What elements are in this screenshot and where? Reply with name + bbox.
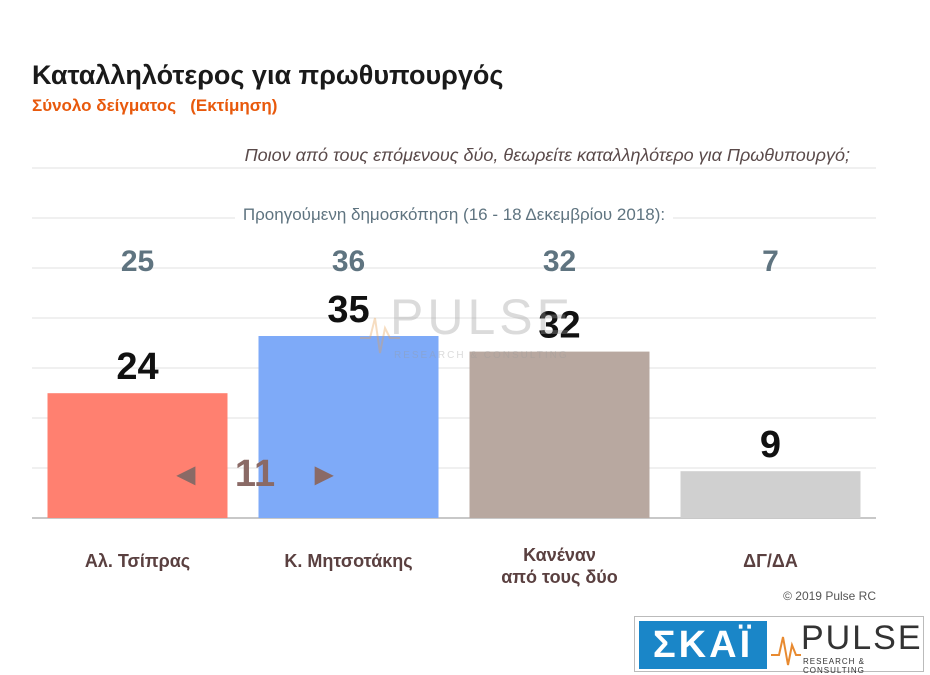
data-label-3: 9	[760, 424, 781, 466]
skai-logo: ΣΚΑΪ	[639, 621, 767, 669]
category-label-1: Κ. Μητσοτάκης	[284, 551, 413, 571]
pulse-logo: PULSE	[801, 619, 923, 657]
pulse-logo-tagline: RESEARCH & CONSULTING	[803, 657, 866, 675]
category-label-2: Κανέναν από τους δύο	[501, 545, 618, 587]
previous-value-1: 36	[331, 245, 366, 278]
arrow-right-icon: ►	[308, 455, 340, 492]
previous-value-0: 25	[120, 245, 155, 278]
data-label-1: 35	[327, 289, 369, 331]
data-label-2: 32	[538, 305, 580, 347]
category-label-3: ΔΓ/ΔΑ	[743, 551, 798, 571]
pulse-logo-wave-icon	[771, 636, 801, 666]
previous-survey-label: Προηγούμενη δημοσκόπηση (16 - 18 Δεκεμβρ…	[32, 205, 876, 225]
copyright-text: © 2019 Pulse RC	[783, 589, 876, 603]
bar-3	[680, 471, 861, 518]
previous-value-3: 7	[762, 245, 779, 278]
category-label-0: Αλ. Τσίπρας	[84, 551, 191, 571]
bar-1	[258, 336, 439, 518]
bar-2	[469, 351, 650, 518]
difference-annotation: ◄ 11 ►	[170, 452, 340, 496]
difference-value: 11	[234, 452, 276, 495]
logo-strip: ΣΚΑΪ PULSE RESEARCH & CONSULTING	[634, 616, 924, 675]
chart-subtitle: Σύνολο δείγματος (Εκτίμηση)	[32, 96, 278, 115]
data-label-0: 24	[116, 346, 158, 388]
arrow-left-icon: ◄	[170, 455, 202, 492]
chart-title: Καταλληλότερος για πρωθυπουργός	[32, 60, 504, 90]
previous-value-2: 32	[542, 245, 577, 278]
survey-question: Ποιον από τους επόμενους δύο, θεωρείτε κ…	[244, 145, 850, 165]
bar-0	[47, 393, 228, 518]
